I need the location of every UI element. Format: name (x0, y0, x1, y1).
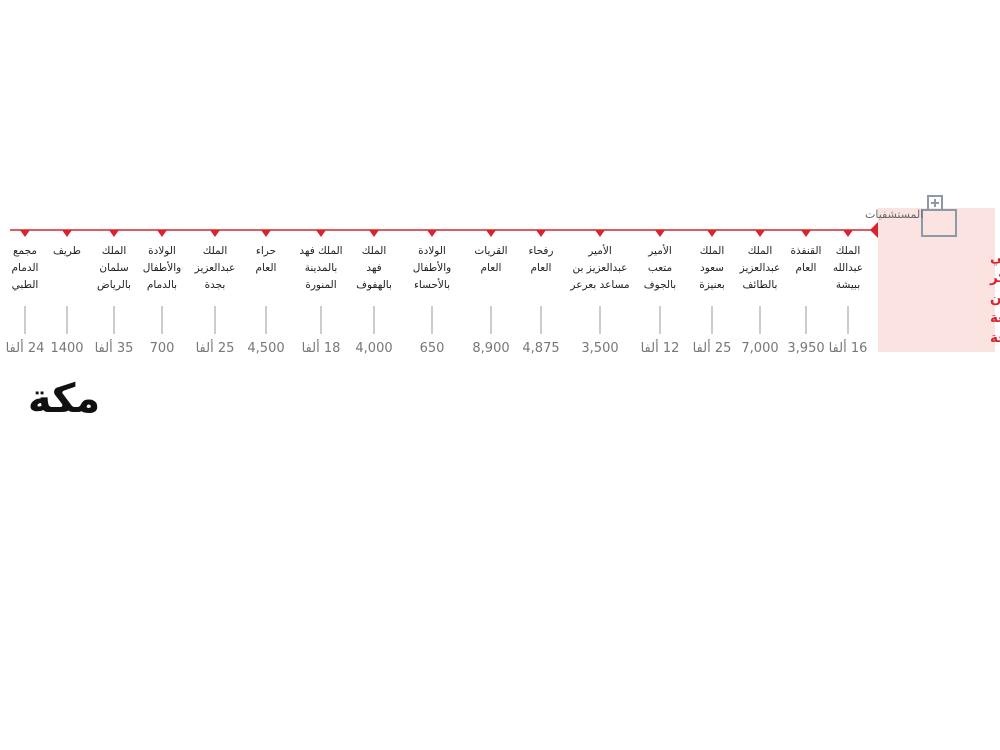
hospital-name: الملك فهد (299, 245, 342, 257)
hospital-name: والأطفال (413, 261, 451, 274)
hospital-name: بالجوف (644, 279, 676, 291)
hospital-name: الملك (362, 245, 387, 257)
hospital-value: 4,000 (355, 341, 392, 356)
marker (755, 230, 765, 237)
hospital-name: بالرياض (97, 279, 131, 291)
marker (261, 230, 271, 237)
title-line: 23 مركزا تابعة (990, 310, 1000, 326)
hospital-name: الطبي (12, 279, 39, 291)
hospital-name: الأمير (647, 244, 672, 257)
title-line: عدد مراجعي (990, 250, 1000, 266)
marker (427, 230, 437, 237)
hospital-name: الملك (102, 245, 127, 257)
hospital-name: ببيشة (836, 279, 860, 291)
hospital-value: 650 (420, 341, 445, 356)
hospital-name: عبدالله (833, 262, 863, 274)
hospital-name: طريف (53, 245, 81, 257)
hospital-name: حراء (256, 245, 276, 257)
marker (707, 230, 717, 237)
hospital-name: فهد (366, 262, 381, 274)
hospital-name: القنفذة (791, 245, 822, 257)
marker (157, 230, 167, 237)
hospital-value: 18 ألفا (302, 339, 341, 356)
marker (109, 230, 119, 237)
hospital-value: 4,875 (522, 341, 559, 356)
marker (62, 230, 72, 237)
marker (801, 230, 811, 237)
hospital-name: عبدالعزيز (194, 262, 236, 274)
hospital-value: 700 (150, 341, 175, 356)
hospital-name: بجدة (205, 279, 226, 291)
hospital-name: عبدالعزيز (739, 262, 781, 274)
hospital-name: والأطفال (143, 261, 181, 274)
hospital-name: سلمان (99, 262, 128, 274)
hospital-value: 25 ألفا (196, 339, 235, 356)
hospital-value: 1400 (50, 341, 83, 356)
hospital-name: العام (531, 262, 552, 274)
hospital-name: الملك (700, 245, 725, 257)
marker (486, 230, 496, 237)
hospital-name: الملك (203, 245, 228, 257)
hospital-name: بالمدينة (305, 262, 338, 274)
marker (210, 230, 220, 237)
panel-arrow (870, 222, 878, 238)
title-line: سنويا من بين (990, 290, 1000, 306)
hospital-name: رفحاء (528, 245, 553, 257)
title-line: لوزارة الصحة (990, 330, 1000, 346)
logo: مكة (28, 376, 100, 422)
hospital-value: 35 ألفا (95, 339, 134, 356)
hospital-name: الملك (748, 245, 773, 257)
marker (843, 230, 853, 237)
hospital-name: الدمام (12, 262, 39, 274)
hospital-name: الولادة (418, 245, 446, 257)
marker (316, 230, 326, 237)
hospital-name: العام (796, 262, 817, 274)
hospital-value: 8,900 (472, 341, 509, 356)
hospital-name: الملك (836, 245, 861, 257)
hospital-name: بالهفوف (356, 279, 392, 291)
marker (369, 230, 379, 237)
hospital-name: بعنيزة (699, 279, 725, 291)
hospital-name: العام (481, 262, 502, 274)
hospital-icon (921, 195, 957, 237)
title-panel (878, 208, 995, 352)
hospital-name: متعب (648, 262, 672, 274)
hospital-name: العام (256, 262, 277, 274)
axis-label: المستشفيات (865, 208, 923, 221)
hospital-value: 3,500 (581, 341, 618, 356)
hospital-name: الأمير (587, 244, 612, 257)
hospital-name: بالطائف (743, 279, 778, 291)
hospital-name: المنورة (305, 279, 336, 291)
marker (536, 230, 546, 237)
hospital-value: 24 ألفا (6, 339, 45, 356)
hospital-name: بالدمام (147, 279, 177, 291)
hospital-name: بالأحساء (414, 278, 450, 291)
hospital-value: 7,000 (741, 341, 778, 356)
hospital-name: مساعد بعرعر (569, 279, 629, 291)
hospital-name: مجمع (13, 245, 37, 257)
hospital-value: 12 ألفا (641, 339, 680, 356)
marker (20, 230, 30, 237)
hospital-name: عبدالعزيز بن (573, 262, 628, 274)
marker (595, 230, 605, 237)
title-line: 17 مركزا للسكر (989, 270, 1000, 286)
hospital-value: 16 ألفا (829, 339, 868, 356)
hospital-value: 3,950 (787, 341, 824, 356)
hospital-name: الولادة (148, 245, 176, 257)
hospital-value: 25 ألفا (693, 339, 732, 356)
marker (655, 230, 665, 237)
hospital-name: سعود (700, 262, 724, 274)
hospital-value: 4,500 (247, 341, 284, 356)
hospital-name: القريات (474, 245, 507, 257)
